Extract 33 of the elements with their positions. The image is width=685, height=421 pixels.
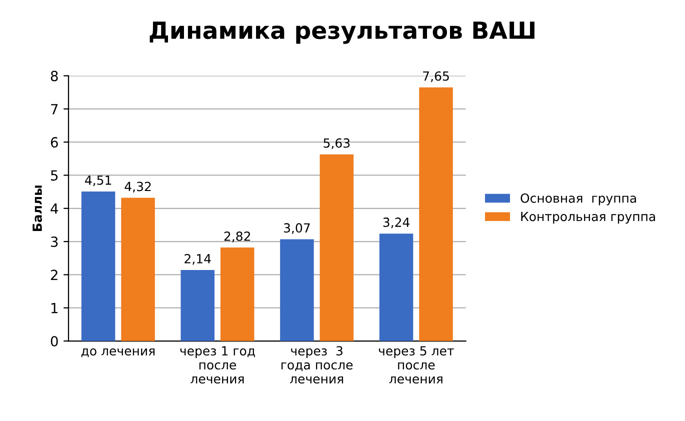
y-tick-label: 0 [50,336,58,346]
bar [121,198,155,342]
y-tick-label: 5 [51,170,58,181]
y-tick-label: 1 [51,303,58,314]
legend-label: Основная группа [520,193,636,206]
y-tick-label: 6 [50,137,58,148]
y-tick-label: 8 [50,70,58,82]
y-tick-label: 7 [51,104,58,114]
y-tick-label: 3 [51,236,58,248]
y-tick-label: 2 [50,270,58,280]
data-label: 3,24 [383,218,410,228]
data-label: 3,07 [284,223,310,234]
data-label: 4,51 [84,176,112,186]
data-label: 2,14 [184,254,211,265]
data-label: 5,63 [324,138,350,150]
bar [220,248,254,342]
y-tick-label: 4 [50,204,58,214]
bar [81,191,116,342]
x-tick-label: до лечения [81,348,155,358]
legend-label: Контрольная группа [521,212,656,224]
bar [419,87,453,342]
data-label: 7,65 [423,71,449,82]
data-label: 2,82 [224,231,250,242]
chart-title: Динамика результатов ВАШ [150,22,534,44]
y-axis-title: Баллы [32,186,42,232]
data-label: 4,32 [124,182,151,192]
x-tick-label: через 5 лет после лечения [378,346,454,384]
x-tick-label: через 3 года после лечения [282,346,353,384]
bar [180,270,215,342]
x-tick-label: через 1 год после лечения [180,346,255,384]
bar [320,154,354,342]
bar [280,239,314,342]
bar [379,234,414,342]
